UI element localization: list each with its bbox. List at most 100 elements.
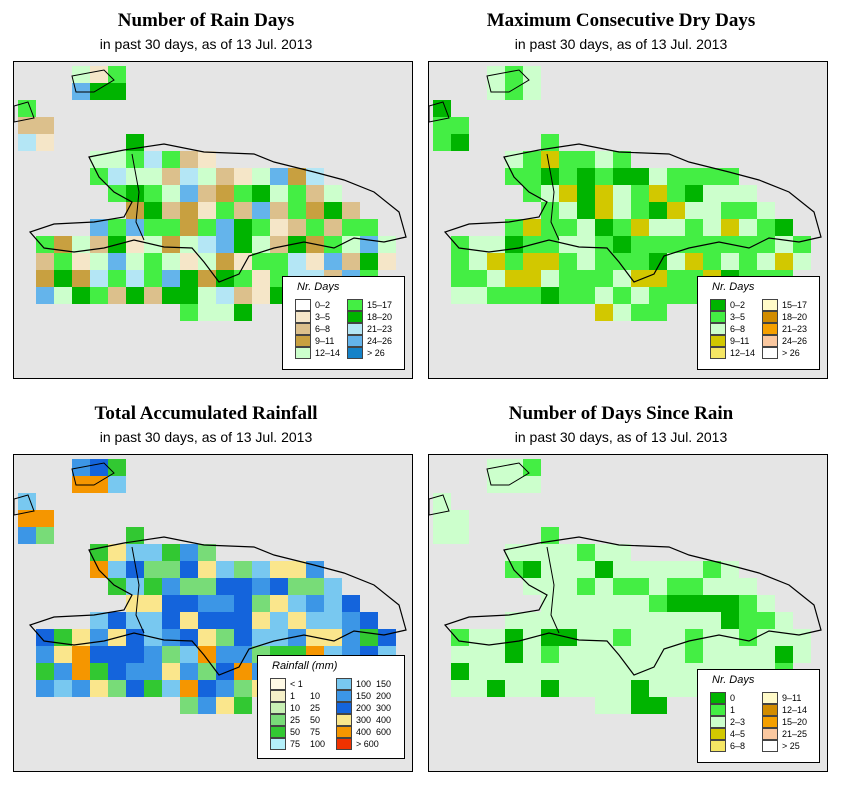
grid-cell	[288, 629, 306, 646]
grid-cell	[595, 202, 613, 219]
grid-cell	[649, 629, 667, 646]
grid-cell	[378, 253, 396, 270]
grid-cell	[739, 646, 757, 663]
grid-cell	[577, 151, 595, 168]
legend-swatch	[710, 299, 726, 311]
grid-cell	[36, 510, 54, 527]
since-rain-grid	[429, 459, 822, 714]
grid-cell	[631, 236, 649, 253]
grid-cell	[90, 270, 108, 287]
grid-cell	[685, 219, 703, 236]
grid-cell	[270, 578, 288, 595]
grid-cell	[288, 219, 306, 236]
grid-cell	[757, 629, 775, 646]
since-rain-legend: Nr. Days 0 1 2–3 4–5 6–8 9–11 12–14 15–20 21–25 >…	[697, 669, 820, 763]
rainfall-legend: Rainfall (mm) < 1 1 10 10 25 25 50 50 75 75 100 100…	[257, 655, 405, 759]
grid-cell	[595, 151, 613, 168]
grid-cell	[703, 253, 721, 270]
grid-cell	[703, 612, 721, 629]
coastline	[443, 536, 822, 676]
legend-label: 0–2	[730, 300, 746, 310]
grid-cell	[577, 270, 595, 287]
grid-cell	[126, 629, 144, 646]
grid-cell	[793, 646, 811, 663]
grid-cell	[577, 202, 595, 219]
grid-cell	[234, 697, 252, 714]
legend-swatch	[270, 678, 286, 690]
national-border	[546, 153, 560, 241]
grid-cell	[703, 185, 721, 202]
grid-cell	[108, 612, 126, 629]
grid-cell	[36, 680, 54, 697]
legend-swatch	[710, 740, 726, 752]
grid-cell	[541, 680, 559, 697]
grid-cell	[126, 202, 144, 219]
grid-cell	[306, 219, 324, 236]
grid-cell	[324, 595, 342, 612]
grid-cell	[180, 561, 198, 578]
grid-cell	[541, 595, 559, 612]
grid-cell	[108, 544, 126, 561]
grid-cell	[559, 663, 577, 680]
grid-cell	[649, 185, 667, 202]
grid-cell	[649, 202, 667, 219]
grid-cell	[90, 83, 108, 100]
grid-cell	[234, 629, 252, 646]
grid-cell	[685, 612, 703, 629]
grid-cell	[216, 236, 234, 253]
grid-cell	[613, 544, 631, 561]
grid-cell	[108, 561, 126, 578]
grid-cell	[523, 476, 541, 493]
grid-cell	[631, 612, 649, 629]
grid-cell	[757, 595, 775, 612]
grid-cell	[595, 561, 613, 578]
legend-label: 10	[290, 703, 301, 713]
grid-cell	[595, 680, 613, 697]
grid-cell	[252, 168, 270, 185]
grid-cell	[126, 544, 144, 561]
grid-cell	[270, 185, 288, 202]
grid-cell	[72, 270, 90, 287]
legend-swatch	[336, 678, 352, 690]
grid-cell	[451, 270, 469, 287]
grid-cell	[234, 236, 252, 253]
grid-cell	[757, 219, 775, 236]
legend-swatch	[762, 347, 778, 359]
grid-cell	[234, 612, 252, 629]
grid-cell	[126, 561, 144, 578]
grid-cell	[180, 185, 198, 202]
grid-cell	[685, 646, 703, 663]
legend-label-upper: 150	[376, 679, 392, 689]
grid-cell	[234, 680, 252, 697]
grid-cell	[324, 253, 342, 270]
grid-cell	[469, 663, 487, 680]
grid-cell	[126, 646, 144, 663]
grid-cell	[631, 304, 649, 321]
grid-cell	[288, 168, 306, 185]
grid-cell	[649, 697, 667, 714]
grid-cell	[180, 202, 198, 219]
grid-cell	[649, 561, 667, 578]
island-outline	[429, 462, 530, 516]
grid-cell	[433, 510, 451, 527]
grid-cell	[180, 219, 198, 236]
grid-cell	[559, 578, 577, 595]
grid-cell	[324, 236, 342, 253]
grid-cell	[90, 236, 108, 253]
rainfall-panel: Total Accumulated Rainfall in past 30 da…	[0, 393, 413, 775]
grid-cell	[469, 253, 487, 270]
grid-cell	[126, 527, 144, 544]
grid-cell	[667, 236, 685, 253]
grid-cell	[559, 612, 577, 629]
grid-cell	[252, 253, 270, 270]
grid-cell	[54, 663, 72, 680]
grid-cell	[559, 151, 577, 168]
grid-cell	[144, 168, 162, 185]
grid-cell	[90, 612, 108, 629]
grid-cell	[613, 629, 631, 646]
grid-cell	[126, 236, 144, 253]
grid-cell	[541, 663, 559, 680]
grid-cell	[198, 663, 216, 680]
legend-label-upper: 300	[376, 703, 392, 713]
grid-cell	[36, 270, 54, 287]
